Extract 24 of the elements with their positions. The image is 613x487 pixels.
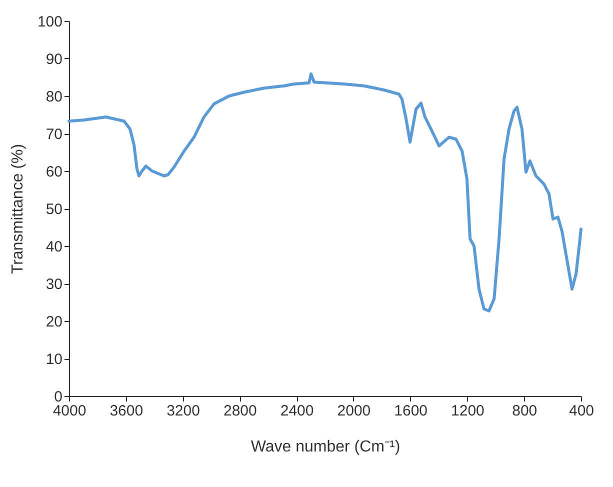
- y-tick-label: 100: [37, 14, 62, 30]
- x-tick-label: 1600: [394, 402, 428, 420]
- y-tick-label: 10: [46, 351, 62, 368]
- x-tick-label: 2400: [280, 402, 314, 420]
- x-tick-label: 2800: [223, 402, 257, 420]
- line-series: [68, 72, 582, 312]
- y-tick-label: 60: [46, 164, 62, 180]
- x-tick-label: 1200: [451, 402, 484, 420]
- y-tick-label: 70: [46, 126, 62, 143]
- x-tick-label: 4000: [52, 402, 86, 420]
- x-tick-label: 400: [568, 402, 594, 420]
- y-tick-label: 50: [46, 201, 62, 218]
- y-axis-title: Transmittance (%): [9, 144, 26, 274]
- x-tick-label: 3600: [110, 402, 144, 420]
- y-tick-label: 80: [46, 88, 62, 106]
- y-tick-label: 0: [54, 388, 62, 406]
- x-tick-label: 3200: [166, 402, 200, 420]
- y-tick-label: 90: [46, 51, 62, 68]
- y-tick-label: 30: [46, 276, 62, 293]
- x-tick-label: 800: [512, 402, 538, 420]
- x-tick-label: 2000: [337, 402, 371, 420]
- y-tick-label: 20: [46, 314, 62, 330]
- x-axis-title: Wave number (Cm⁻¹): [250, 438, 400, 456]
- y-tick-label: 40: [46, 238, 62, 256]
